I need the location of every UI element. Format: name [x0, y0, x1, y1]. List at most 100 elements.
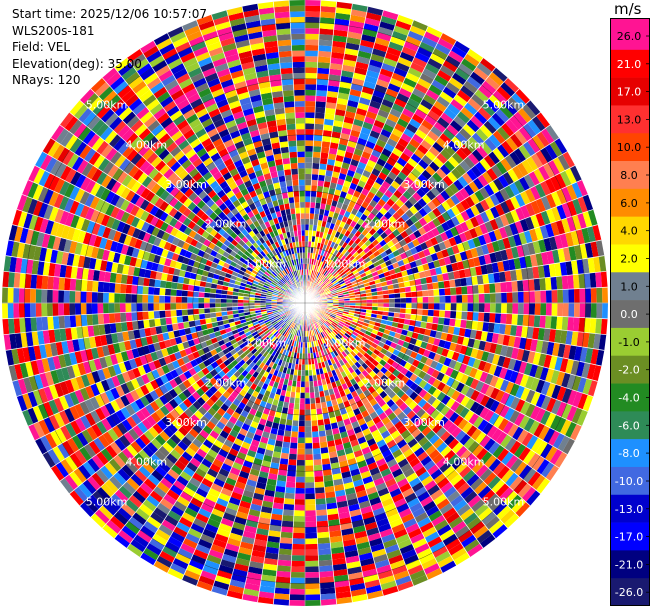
velocity-cell: [320, 447, 329, 454]
velocity-cell: [329, 268, 335, 274]
velocity-cell: [336, 288, 343, 293]
velocity-cell: [489, 252, 498, 264]
velocity-cell: [489, 303, 496, 313]
velocity-cell: [92, 280, 99, 293]
velocity-cell: [589, 318, 597, 334]
velocity-cell: [474, 369, 484, 381]
velocity-cell: [469, 401, 480, 413]
velocity-cell: [64, 277, 71, 291]
velocity-cell: [332, 296, 339, 299]
velocity-cell: [513, 336, 522, 349]
velocity-cell: [530, 437, 544, 453]
velocity-cell: [315, 285, 320, 291]
velocity-cell: [331, 46, 346, 54]
velocity-cell: [525, 389, 536, 404]
velocity-cell: [342, 334, 349, 341]
velocity-cell: [432, 48, 449, 60]
velocity-cell: [368, 220, 377, 228]
velocity-cell: [475, 265, 483, 276]
velocity-cell: [495, 203, 505, 217]
velocity-cell: [446, 423, 458, 435]
velocity-cell: [348, 336, 355, 342]
velocity-cell: [584, 242, 594, 259]
velocity-cell: [348, 274, 355, 281]
velocity-cell: [378, 133, 390, 143]
velocity-cell: [376, 158, 387, 167]
velocity-cell: [427, 395, 437, 406]
velocity-cell: [582, 394, 594, 412]
velocity-cell: [427, 375, 437, 386]
velocity-cell: [501, 292, 507, 303]
velocity-cell: [473, 293, 479, 303]
velocity-cell: [358, 331, 365, 337]
velocity-cell: [479, 186, 490, 200]
velocity-cell: [326, 158, 336, 166]
velocity-cell: [425, 276, 433, 284]
velocity-cell: [125, 312, 132, 322]
velocity-cell: [548, 430, 560, 447]
velocity-cell: [481, 102, 496, 117]
velocity-cell: [362, 169, 372, 178]
velocity-cell: [305, 218, 310, 225]
velocity-cell: [421, 154, 433, 166]
velocity-cell: [552, 249, 560, 264]
velocity-cell: [13, 303, 20, 319]
velocity-cell: [510, 324, 518, 337]
velocity-cell: [375, 254, 383, 261]
velocity-cell: [467, 294, 474, 303]
velocity-cell: [494, 402, 505, 416]
velocity-cell: [404, 286, 411, 293]
velocity-cell: [192, 308, 199, 315]
velocity-cell: [318, 255, 324, 262]
velocity-cell: [448, 359, 457, 370]
velocity-cell: [328, 275, 335, 281]
velocity-cell: [465, 398, 476, 410]
velocity-cell: [334, 12, 351, 21]
velocity-cell: [470, 165, 482, 178]
velocity-cell: [363, 23, 380, 32]
velocity-cell: [356, 266, 364, 273]
velocity-cell: [460, 384, 470, 396]
velocity-cell: [273, 593, 290, 600]
velocity-cell: [469, 266, 477, 277]
velocity-cell: [69, 315, 77, 328]
velocity-cell: [411, 20, 429, 32]
velocity-cell: [448, 411, 460, 424]
velocity-cell: [467, 48, 484, 63]
velocity-cell: [328, 147, 338, 155]
velocity-cell: [496, 126, 510, 141]
velocity-cell: [566, 200, 578, 217]
velocity-cell: [559, 261, 568, 276]
velocity-cell: [453, 270, 461, 280]
velocity-cell: [198, 297, 205, 303]
velocity-cell: [142, 286, 149, 295]
velocity-cell: [387, 113, 400, 123]
velocity-cell: [381, 315, 389, 321]
velocity-cell: [387, 185, 397, 194]
velocity-cell: [320, 318, 326, 323]
velocity-cell: [368, 363, 376, 371]
velocity-cell: [584, 273, 591, 289]
velocity-cell: [425, 190, 436, 201]
velocity-cell: [478, 255, 487, 266]
velocity-cell: [305, 588, 321, 595]
velocity-cell: [422, 309, 429, 316]
velocity-cell: [510, 209, 520, 223]
velocity-cell: [465, 276, 473, 286]
velocity-cell: [414, 278, 422, 286]
velocity-cell: [450, 226, 459, 237]
velocity-cell: [461, 294, 468, 303]
velocity-cell: [587, 380, 598, 397]
velocity-cell: [347, 287, 354, 292]
velocity-cell: [451, 262, 459, 272]
velocity-cell: [321, 141, 331, 148]
velocity-cell: [460, 395, 471, 407]
velocity-cell: [586, 363, 596, 380]
velocity-cell: [147, 303, 154, 312]
velocity-cell: [504, 77, 520, 93]
velocity-cell: [334, 109, 346, 117]
velocity-cell: [401, 108, 415, 119]
velocity-cell: [455, 430, 467, 442]
velocity-cell: [305, 454, 314, 461]
velocity-cell: [510, 383, 520, 397]
